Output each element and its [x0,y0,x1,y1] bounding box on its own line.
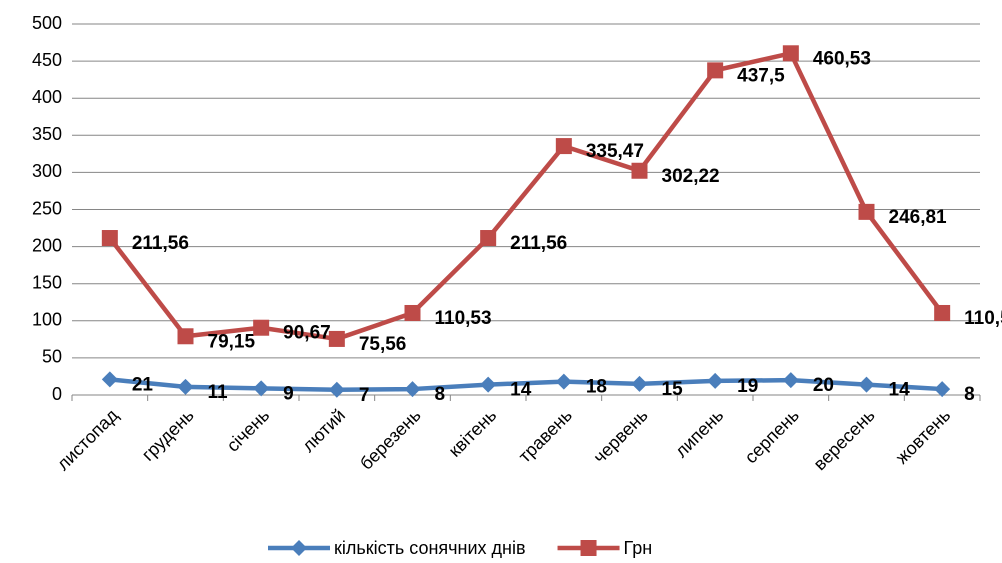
marker [253,380,270,397]
data-label: 79,15 [208,331,256,352]
data-label: 9 [283,383,294,404]
x-tick-label: липень [671,405,727,461]
data-label: 7 [359,385,370,406]
legend-label: кількість сонячних днів [334,538,526,558]
x-tick-label: грудень [138,405,198,465]
legend-label: Грн [624,538,653,558]
marker [782,45,799,62]
marker [101,230,118,247]
series-line [108,51,944,342]
y-tick-label: 400 [32,87,62,107]
marker [782,372,799,389]
marker [480,230,497,247]
x-tick-label: вересень [810,405,879,474]
data-label: 20 [813,375,834,396]
marker [934,381,951,398]
y-tick-label: 450 [32,50,62,70]
data-label: 211,56 [510,233,567,254]
marker [631,162,648,179]
data-label: 437,5 [737,65,785,86]
x-tick-label: січень [223,405,274,456]
x-tick-label: жовтень [892,405,955,468]
series-line [109,377,943,393]
x-tick-label: серпень [741,405,803,467]
marker [404,381,421,398]
marker [253,319,270,336]
data-label: 15 [662,379,684,400]
data-label: 110,53 [435,308,492,329]
marker [858,203,875,220]
data-label: 21 [132,374,154,395]
y-tick-label: 300 [32,161,62,181]
data-label: 8 [964,384,975,405]
data-label: 335,47 [586,141,644,162]
data-label: 11 [208,382,229,403]
data-label: 8 [435,384,446,405]
x-tick-label: квітень [445,405,501,461]
legend-entry: Грн [557,538,653,558]
y-tick-label: 100 [32,310,62,330]
y-tick-label: 500 [32,13,62,33]
marker [480,376,497,393]
legend-entry: кількість сонячних днів [268,538,526,558]
marker [631,375,648,392]
data-label: 211,56 [132,233,189,254]
marker [177,378,194,395]
y-tick-label: 150 [32,272,62,292]
y-tick-label: 350 [32,124,62,144]
data-label: 90,67 [283,323,331,344]
marker [404,304,421,321]
x-tick-label: лютий [298,405,349,456]
y-tick-label: 50 [42,347,62,367]
data-label: 460,53 [813,48,871,69]
marker [707,372,724,389]
marker [555,373,572,390]
data-label: 14 [889,380,911,401]
marker [291,540,307,556]
marker [580,540,597,556]
marker [328,381,345,398]
y-tick-label: 200 [32,235,62,255]
x-tick-label: листопад [53,405,123,475]
marker [934,304,951,321]
x-tick-label: березень [356,405,425,474]
data-label: 18 [586,377,607,398]
marker [101,371,118,388]
data-label: 302,22 [662,166,720,187]
marker [177,328,194,345]
data-label: 110,53 [964,308,1002,329]
marker [858,376,875,393]
marker [328,330,345,347]
data-label: 75,56 [359,334,407,355]
x-tick-label: травень [515,405,576,466]
data-label: 246,81 [889,207,948,228]
marker [555,138,572,155]
y-tick-label: 0 [52,384,62,404]
data-label: 14 [510,380,532,401]
marker [707,62,724,79]
y-tick-label: 250 [32,198,62,218]
x-tick-label: червень [589,405,651,467]
data-label: 19 [737,376,758,397]
